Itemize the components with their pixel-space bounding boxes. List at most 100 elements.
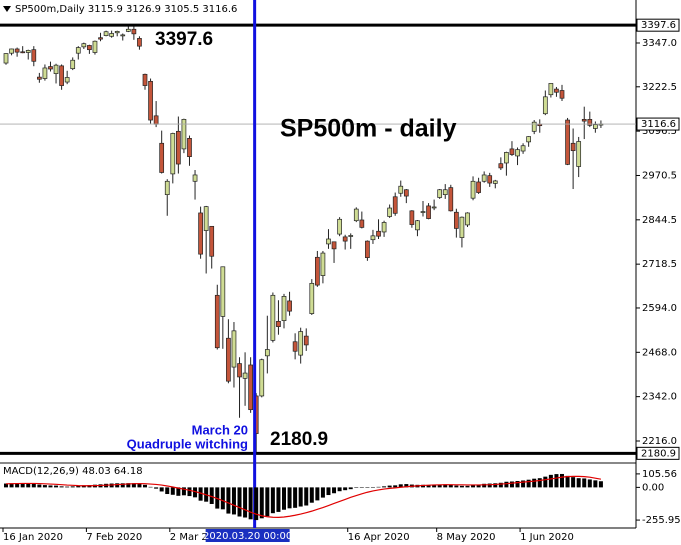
- candle-body: [226, 337, 231, 382]
- price-box: [636, 446, 680, 460]
- macd-bar: [15, 483, 20, 488]
- macd-bar: [554, 474, 559, 488]
- macd-bar: [120, 483, 125, 488]
- candle-body: [298, 331, 304, 356]
- candle-body: [176, 130, 181, 165]
- x-tick-label: 2 Mar 2020: [170, 532, 227, 543]
- macd-bar: [593, 480, 598, 488]
- y-tick-label: 3096.5: [642, 126, 677, 137]
- macd-bar: [37, 484, 42, 488]
- candle-body: [164, 180, 170, 196]
- macd-bar: [560, 473, 564, 488]
- macd-bar: [315, 487, 320, 501]
- macd-bar: [154, 487, 159, 489]
- candle-body: [31, 49, 37, 62]
- candle-body: [20, 51, 26, 54]
- candle-body: [470, 180, 476, 199]
- cursor-label: 2020.03.20 00:00: [203, 531, 292, 542]
- candle-body: [125, 28, 131, 32]
- level-annotation: 3397.6: [155, 29, 213, 50]
- macd-bar: [421, 484, 425, 488]
- macd-bar: [293, 487, 298, 508]
- level-label: 2180.9: [641, 448, 676, 459]
- candle-body: [542, 96, 548, 115]
- macd-bar: [115, 483, 120, 488]
- y-tick-label: 105.56: [642, 469, 677, 480]
- macd-bar: [304, 487, 309, 506]
- macd-bar: [521, 480, 526, 488]
- macd-bar: [220, 487, 225, 510]
- candle-body: [515, 149, 520, 157]
- y-tick-label: 2718.5: [642, 259, 677, 270]
- y-tick-label: 2844.5: [642, 215, 677, 226]
- y-tick-label: 0.00: [642, 482, 664, 493]
- candle-body: [570, 142, 576, 152]
- candle-body: [342, 236, 348, 242]
- x-tick-label: 7 Feb 2020: [86, 532, 142, 543]
- cursor-label-box: [205, 529, 290, 542]
- macd-bar: [370, 486, 375, 488]
- y-tick-label: 2216.0: [642, 436, 677, 447]
- macd-bar: [165, 487, 170, 495]
- candle-body: [504, 152, 509, 164]
- macd-bar: [509, 481, 514, 488]
- candle-body: [81, 43, 87, 48]
- candle-body: [270, 294, 276, 341]
- macd-bar: [365, 487, 370, 488]
- candle-body: [415, 220, 420, 231]
- macd-bar: [432, 485, 437, 488]
- macd-bar: [537, 478, 542, 488]
- macd-bar: [565, 475, 570, 488]
- candle-body: [75, 47, 81, 54]
- macd-bar: [20, 483, 25, 488]
- candle-body: [220, 266, 226, 317]
- candle-body: [559, 90, 565, 99]
- candle-body: [370, 235, 376, 241]
- current-price-label: 3116.6: [641, 119, 676, 130]
- candle-body: [214, 294, 220, 349]
- candle-body: [498, 163, 504, 169]
- candle-body: [465, 212, 470, 226]
- macd-bar: [226, 487, 231, 514]
- candle-body: [548, 83, 554, 96]
- macd-bar: [31, 483, 36, 488]
- macd-bar: [376, 486, 381, 488]
- candle-body: [248, 364, 253, 411]
- candle-body: [320, 252, 326, 276]
- level-label: 3397.6: [641, 20, 676, 31]
- macd-bar: [209, 487, 214, 504]
- macd-bar: [337, 487, 342, 492]
- candle-body: [170, 133, 176, 175]
- macd-bar: [265, 487, 270, 517]
- candle-body: [198, 212, 203, 255]
- signal-line: [5, 475, 602, 518]
- candle-body: [53, 64, 59, 74]
- macd-bar: [448, 484, 453, 488]
- candle-body: [409, 210, 415, 225]
- macd-title: MACD(12,26,9) 48.03 64.18: [3, 466, 143, 477]
- candle-body: [37, 76, 42, 80]
- macd-bar: [476, 484, 481, 488]
- macd-bar: [459, 485, 464, 488]
- candle-body: [303, 335, 309, 346]
- macd-bar: [443, 484, 448, 488]
- candle-body: [14, 48, 20, 53]
- macd-bar: [515, 480, 520, 488]
- candle-body: [554, 88, 559, 93]
- candle-body: [259, 359, 265, 397]
- macd-bar: [181, 487, 186, 496]
- macd-bar: [587, 479, 592, 488]
- y-tick-label: 2594.0: [642, 303, 677, 314]
- macd-bar: [48, 485, 53, 488]
- macd-bar: [487, 483, 492, 488]
- candle-body: [264, 349, 270, 357]
- x-tick-label: 1 Jun 2020: [520, 532, 574, 543]
- candle-body: [593, 124, 598, 129]
- candle-body: [337, 218, 342, 235]
- price-box: [636, 117, 680, 131]
- candle-body: [209, 225, 215, 257]
- macd-bar: [254, 487, 259, 521]
- candle-body: [587, 118, 593, 126]
- y-tick-label: 2342.0: [642, 392, 677, 403]
